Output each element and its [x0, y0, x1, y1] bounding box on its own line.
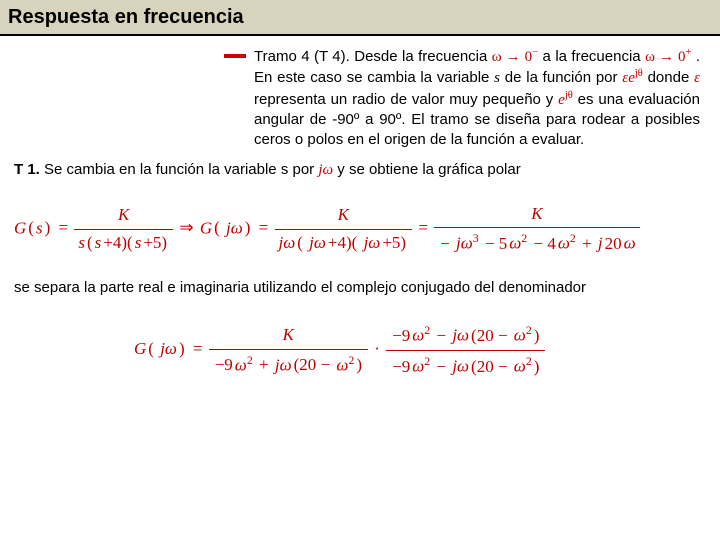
t1-line: T 1. Se cambia en la función la variable…: [14, 160, 706, 180]
formula-2: G( jω) = K −9ω2 + jω(20 − ω2) · −9ω2 − j…: [134, 322, 706, 378]
title-bar: Respuesta en frecuencia: [0, 0, 720, 36]
f2-frac1: K −9ω2 + jω(20 − ω2): [209, 324, 368, 378]
t1-part2: y se obtiene la gráfica polar: [337, 161, 520, 178]
math-ejtheta: ejθ: [558, 92, 573, 108]
f2-frac2: −9ω2 − jω(20 − ω2) −9ω2 − jω(20 − ω2): [386, 322, 545, 378]
f2-den1: −9ω2 + jω(20 − ω2): [209, 350, 368, 378]
bullet-part6: representa un radio de valor muy pequeño…: [254, 91, 558, 108]
separation-text: se separa la parte real e imaginaria uti…: [14, 278, 706, 298]
t1-label: T 1.: [14, 161, 40, 178]
f1-num3: K: [434, 203, 640, 229]
f1-Gjw: G( jω): [200, 218, 253, 237]
bullet-part1: Tramo 4 (T 4). Desde la frecuencia: [254, 48, 492, 65]
f1-den3: − jω3 − 5ω2 − 4ω2 + j20ω: [434, 228, 640, 256]
eq3: =: [416, 218, 430, 237]
eq1: =: [57, 218, 71, 237]
f1-den1: s(s+4)(s+5): [74, 230, 173, 255]
math-omega-neg: ω → 0−: [492, 49, 538, 65]
bullet-tramo4: Tramo 4 (T 4). Desde la frecuencia ω → 0…: [224, 46, 706, 150]
f1-frac1: K s(s+4)(s+5): [74, 204, 173, 255]
bullet-text: Tramo 4 (T 4). Desde la frecuencia ω → 0…: [254, 46, 706, 150]
f2-num1: K: [209, 324, 368, 350]
f2-dot: ·: [372, 339, 382, 358]
bullet-dash-icon: [224, 54, 246, 58]
eq2: =: [257, 218, 271, 237]
bullet-part4: de la función por: [500, 69, 622, 86]
bullet-part5: donde: [648, 69, 694, 86]
f1-frac3: K − jω3 − 5ω2 − 4ω2 + j20ω: [434, 203, 640, 257]
implies: ⇒: [177, 218, 195, 237]
math-eps-ejtheta: εejθ: [622, 70, 643, 86]
f1-num1: K: [74, 204, 173, 230]
f2-lhs: G( jω): [134, 339, 187, 358]
math-omega-pos: ω → 0+: [645, 49, 691, 65]
t1-part1: Se cambia en la función la variable s po…: [40, 161, 319, 178]
f2-den2: −9ω2 − jω(20 − ω2): [386, 351, 545, 379]
formula-1: G(s) = K s(s+4)(s+5) ⇒ G( jω) = K jω( jω…: [14, 203, 706, 257]
f1-den2: jω( jω+4)( jω+5): [275, 230, 413, 255]
f1-num2: K: [275, 204, 413, 230]
f1-frac2: K jω( jω+4)( jω+5): [275, 204, 413, 255]
page-title: Respuesta en frecuencia: [8, 6, 244, 29]
bullet-part2: a la frecuencia: [543, 48, 646, 65]
math-jomega: jω: [318, 162, 333, 178]
content-area: Tramo 4 (T 4). Desde la frecuencia ω → 0…: [0, 36, 720, 378]
f1-Gs: G(s): [14, 218, 52, 237]
f2-eq: =: [191, 339, 205, 358]
f2-num2: −9ω2 − jω(20 − ω2): [386, 322, 545, 351]
math-eps: ε: [694, 70, 700, 86]
